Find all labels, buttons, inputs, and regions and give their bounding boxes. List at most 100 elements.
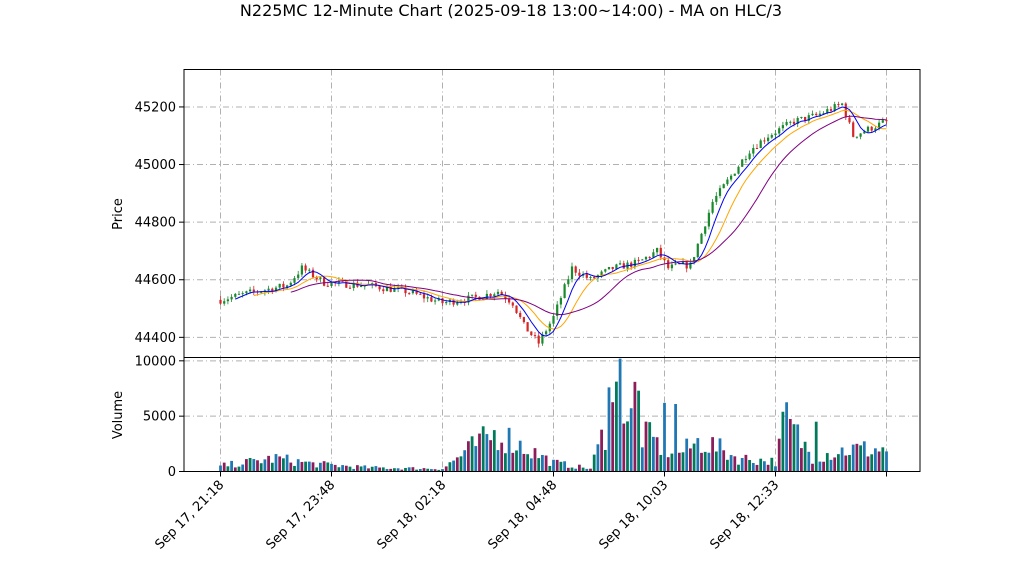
volume-bar [770,457,774,472]
volume-bar [448,462,452,472]
candle-body [870,126,873,131]
candle-body [452,299,455,305]
candle-body [641,259,644,261]
volume-bar [792,424,796,472]
volume-bar [833,457,837,472]
volume-bar [626,421,629,472]
volume-bar [870,454,874,472]
volume-bar [622,423,626,472]
candle-body [633,259,637,267]
candle-body [674,263,677,265]
volume-bar [689,448,692,472]
volume-bar [337,467,341,472]
candle-body [741,159,744,167]
volume-bar [825,453,829,472]
volume-bar [374,466,378,472]
candle-body [411,290,415,294]
y-tick-label: 5000 [143,410,176,425]
candle-body [837,104,840,106]
candle-body [818,113,822,116]
volume-bar [356,465,359,472]
volume-bar [855,443,859,472]
candle-body [248,289,252,292]
candle-body [593,276,596,279]
candle-body [789,121,792,123]
candle-body [515,305,518,313]
volume-bar [455,457,459,472]
candle-body [785,121,788,126]
candle-body [604,269,607,272]
candle-body [811,113,814,116]
candle-body [311,269,315,278]
candle-body [297,274,300,279]
volume-bar [748,460,751,472]
volume-bar [311,462,315,472]
y-tick-label: 44600 [135,273,176,288]
candle-body [733,173,736,176]
candle-body [467,295,470,303]
volume-bar [478,433,481,472]
volume-bar [685,438,689,472]
volume-bar [811,463,814,472]
candle-body [230,296,233,300]
volume-bar [729,455,733,472]
volume-bar [296,459,300,472]
ma-line-long [290,115,887,316]
volume-bar [344,465,348,472]
candle-body [748,153,751,160]
volume-bar [237,466,241,472]
price-gridlines [184,69,920,358]
y-tick-label: 44800 [135,216,176,231]
volume-bar [763,461,766,472]
candle-body [489,293,492,297]
volume-bar [241,464,245,472]
volume-bar [740,458,744,472]
volume-bar [814,421,818,472]
candle-body [611,266,614,269]
candle-body [778,128,781,134]
candle-body [237,293,241,295]
volume-bar [267,455,270,472]
volume-bar [703,451,707,472]
volume-bar [881,447,885,472]
candle-body [533,335,537,337]
volume-bar [304,461,307,472]
volume-bar [607,387,611,472]
volume-bar [507,427,511,472]
volume-bar [755,464,759,472]
candle-body [563,284,566,299]
candle-body [245,291,248,294]
candle-body [578,272,581,276]
volume-bar [252,459,256,472]
candle-body [382,289,385,292]
candle-body [337,280,341,283]
candle-body [530,331,533,336]
volume-bar [618,358,622,472]
candle-body [544,331,548,335]
volume-bar [315,467,319,472]
candle-body [408,293,411,295]
candle-body [396,287,400,289]
volume-bar [655,437,659,472]
candle-body [859,133,862,137]
volume-bar [263,459,267,472]
volume-bar [278,456,282,472]
volume-bar [492,430,496,472]
x-axis-ticks: Sep 17, 21:18 Sep 17, 23:48 Sep 18, 02:18 S… [152,471,887,553]
volume-bar [393,468,396,472]
volume-bar [248,457,252,472]
volume-bar [511,452,515,472]
volume-bar [245,459,248,472]
candle-body [792,121,796,124]
volume-bar [611,402,615,472]
volume-bar [566,467,570,472]
volume-bar [504,453,507,472]
candle-body [289,282,292,286]
candle-body [729,175,733,180]
volume-bar [515,450,518,472]
candle-body [644,257,648,260]
volume-bar [289,462,293,472]
volume-bar [874,448,877,472]
candle-body [223,301,226,304]
